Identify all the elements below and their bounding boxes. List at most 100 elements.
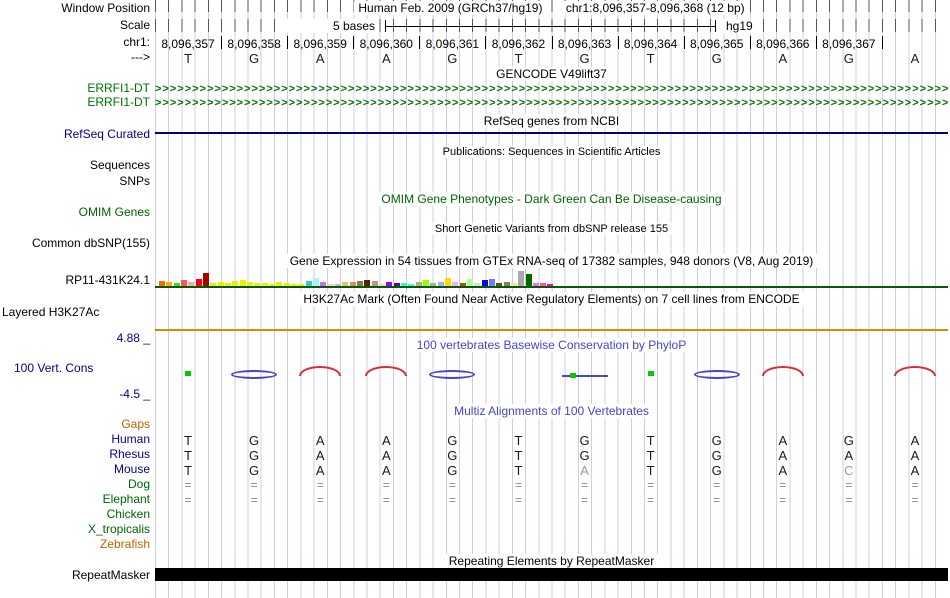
- gtex-bar-chart[interactable]: [155, 266, 948, 286]
- base-letter: A: [381, 463, 391, 478]
- chrom-label: chr1:: [123, 35, 150, 49]
- species-label-elephant[interactable]: Elephant: [102, 492, 150, 506]
- h3k27ac-signal-line[interactable]: [155, 329, 948, 331]
- base-letter: =: [911, 478, 919, 492]
- base-letter: A: [910, 463, 920, 478]
- errfi1-dt-transcript-1[interactable]: >>>>>>>>>>>>>>>>>>>>>>>>>>>>>>>>>>>>>>>>…: [155, 83, 948, 95]
- track-label-refseq-curated[interactable]: RefSeq Curated: [63, 127, 150, 141]
- gtex-tissue-bar: [180, 280, 187, 286]
- multiz-gaps-label[interactable]: Gaps: [121, 417, 150, 431]
- track-label-100-vert-cons[interactable]: 100 Vert. Cons: [14, 361, 94, 375]
- track-label-layered-h3k27ac[interactable]: Layered H3K27Ac: [2, 305, 100, 319]
- coordinate-label: 8,096,362: [491, 37, 546, 51]
- gtex-tissue-bar: [540, 283, 547, 286]
- h3k27ac-track-title[interactable]: H3K27Ac Mark (Often Found Near Active Re…: [299, 292, 804, 306]
- base-letter: G: [447, 433, 458, 448]
- item-label-rp11-431k24[interactable]: RP11-431K24.1: [65, 273, 150, 287]
- omim-track-title[interactable]: OMIM Gene Phenotypes - Dark Green Can Be…: [377, 192, 726, 206]
- repeatmasker-track-title[interactable]: Repeating Elements by RepeatMasker: [444, 554, 659, 568]
- base-letter: A: [778, 433, 788, 448]
- gene-label-errfi1-dt-2[interactable]: ERRFI1-DT: [87, 95, 150, 109]
- gtex-tissue-bar: [188, 282, 195, 286]
- gtex-tissue-bar: [430, 283, 437, 286]
- track-labels-column: Window Position Scale chr1: ---> ERRFI1-DT ER…: [0, 0, 153, 598]
- base-letter: G: [579, 51, 590, 66]
- gtex-tissue-bar: [415, 282, 422, 286]
- base-letter: A: [381, 433, 391, 448]
- phylop-track-title[interactable]: 100 vertebrates Basewise Conservation by…: [412, 338, 691, 352]
- gtex-tissue-bar: [437, 282, 444, 286]
- gencode-track-title[interactable]: GENCODE V49lift37: [492, 67, 611, 81]
- base-letter: =: [911, 493, 919, 507]
- refseq-curated-item[interactable]: [155, 132, 948, 134]
- base-letter: =: [713, 478, 721, 492]
- base-letter: G: [711, 433, 722, 448]
- track-label-omim-genes[interactable]: OMIM Genes: [78, 205, 150, 219]
- errfi1-dt-transcript-2[interactable]: >>>>>>>>>>>>>>>>>>>>>>>>>>>>>>>>>>>>>>>>…: [155, 97, 948, 109]
- gtex-track-title[interactable]: Gene Expression in 54 tissues from GTEx …: [285, 254, 818, 268]
- base-letter: =: [448, 478, 456, 492]
- base-letter: G: [579, 448, 590, 463]
- repeatmasker-item[interactable]: [155, 568, 948, 581]
- species-label-x-tropicalis[interactable]: X_tropicalis: [87, 522, 150, 536]
- phylop-min-value: -4.5 _: [119, 387, 150, 401]
- alignment-row-zebrafish: [155, 538, 948, 553]
- base-letter: =: [250, 493, 258, 507]
- repeatmasker-track-title-row: Repeating Elements by RepeatMasker: [155, 554, 948, 568]
- track-label-repeatmasker[interactable]: RepeatMasker: [71, 568, 150, 582]
- phylop-glyph-blue-ellipse: [693, 370, 740, 379]
- gtex-tissue-bar: [334, 284, 341, 286]
- gtex-tissue-bar: [327, 284, 334, 286]
- base-letter: G: [843, 51, 854, 66]
- phylop-glyph-green-square: [647, 371, 654, 376]
- base-letter: =: [581, 478, 589, 492]
- dbsnp-track-title[interactable]: Short Genetic Variants from dbSNP releas…: [430, 223, 673, 235]
- base-letter: A: [778, 51, 788, 66]
- multiz-track-title[interactable]: Multiz Alignments of 100 Vertebrates: [450, 404, 653, 418]
- coordinate-label: 8,096,357: [161, 37, 215, 51]
- species-label-mouse[interactable]: Mouse: [113, 462, 150, 476]
- gtex-tissue-bar: [173, 283, 180, 286]
- scale-bar: 5 bases hg19: [155, 19, 948, 33]
- h3k27ac-track-title-row: H3K27Ac Mark (Often Found Near Active Re…: [155, 292, 948, 306]
- species-label-zebrafish[interactable]: Zebrafish: [99, 537, 150, 551]
- track-label-common-dbsnp[interactable]: Common dbSNP(155): [31, 236, 150, 250]
- base-letter: A: [580, 463, 589, 478]
- track-label-snps[interactable]: SNPs: [119, 174, 150, 188]
- base-letter: G: [579, 433, 590, 448]
- base-letter: T: [646, 51, 655, 66]
- phylop-wiggle[interactable]: [155, 362, 948, 386]
- gtex-baseline: [155, 286, 948, 288]
- alignment-row-x_tropicalis: [155, 523, 948, 538]
- scale-value: 5 bases: [275, 19, 378, 33]
- phylop-glyph-blue-ellipse: [429, 370, 476, 379]
- gtex-tissue-bar: [342, 282, 349, 286]
- gtex-tissue-bar: [378, 284, 385, 286]
- alignment-row-chicken: [155, 508, 948, 523]
- coordinate-tick: [881, 36, 883, 49]
- gencode-track-title-row: GENCODE V49lift37: [155, 67, 948, 81]
- publications-track-title[interactable]: Publications: Sequences in Scientific Ar…: [438, 146, 665, 158]
- base-letter: =: [581, 493, 589, 507]
- species-label-dog[interactable]: Dog: [127, 477, 150, 491]
- refseq-track-title[interactable]: RefSeq genes from NCBI: [479, 114, 624, 128]
- base-letter: C: [844, 463, 854, 478]
- omim-track-title-row: OMIM Gene Phenotypes - Dark Green Can Be…: [155, 192, 948, 206]
- coordinate-label: 8,096,366: [756, 37, 810, 51]
- gtex-tissue-bar: [408, 284, 415, 286]
- multiz-alignment[interactable]: T G A A G T G T G A G A T G A A G T G T G A A A T G A A G T A T G A C A = = = =…: [155, 0, 948, 598]
- tracks-image[interactable]: Human Feb. 2009 (GRCh37/hg19) chr1:8,096…: [155, 0, 948, 598]
- coordinate-tick: [485, 36, 487, 49]
- gtex-tissue-bar: [371, 281, 378, 286]
- track-label-sequences[interactable]: Sequences: [89, 158, 150, 172]
- base-letter: G: [249, 448, 260, 463]
- base-letter: G: [843, 433, 854, 448]
- gene-label-errfi1-dt-1[interactable]: ERRFI1-DT: [87, 81, 150, 95]
- species-label-human[interactable]: Human: [111, 432, 150, 446]
- gtex-tissue-bar: [261, 283, 268, 286]
- species-label-chicken[interactable]: Chicken: [106, 507, 150, 521]
- phylop-glyph-green-square: [185, 371, 192, 376]
- coordinate-tick: [221, 36, 223, 49]
- species-label-rhesus[interactable]: Rhesus: [109, 447, 150, 461]
- base-letter: G: [447, 448, 458, 463]
